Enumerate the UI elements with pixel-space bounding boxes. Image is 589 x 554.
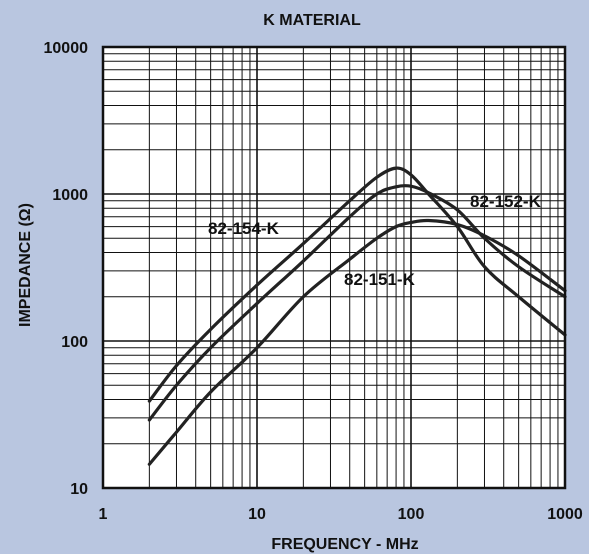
y-tick-label: 100 xyxy=(61,334,88,351)
x-tick-label: 10 xyxy=(248,506,266,523)
plot-border xyxy=(101,45,567,490)
series-label-82-151-k: 82-151-K xyxy=(344,270,416,289)
series-label-82-152-k: 82-152-K xyxy=(470,192,542,211)
series-labels: 82-154-K 82-152-K 82-151-K xyxy=(208,192,542,289)
x-tick-label: 100 xyxy=(398,506,425,523)
series-line-82-151-k xyxy=(147,218,567,466)
series-line-82-154-k xyxy=(147,166,567,403)
y-axis-label: IMPEDANCE (Ω) xyxy=(17,203,34,327)
x-tick-label: 1 xyxy=(99,506,108,523)
series-lines xyxy=(147,166,567,466)
y-tick-label: 1000 xyxy=(52,187,88,204)
plot-area xyxy=(103,47,565,488)
y-tick-labels: 10 100 1000 10000 xyxy=(44,40,89,498)
x-tick-label: 1000 xyxy=(547,506,583,523)
y-tick-label: 10 xyxy=(70,481,88,498)
y-tick-label: 10000 xyxy=(44,40,89,57)
series-label-82-154-k: 82-154-K xyxy=(208,219,280,238)
x-axis-label: FREQUENCY - MHz xyxy=(271,536,418,553)
chart-title: K MATERIAL xyxy=(263,12,361,29)
x-tick-labels: 1 10 100 1000 xyxy=(99,506,583,523)
